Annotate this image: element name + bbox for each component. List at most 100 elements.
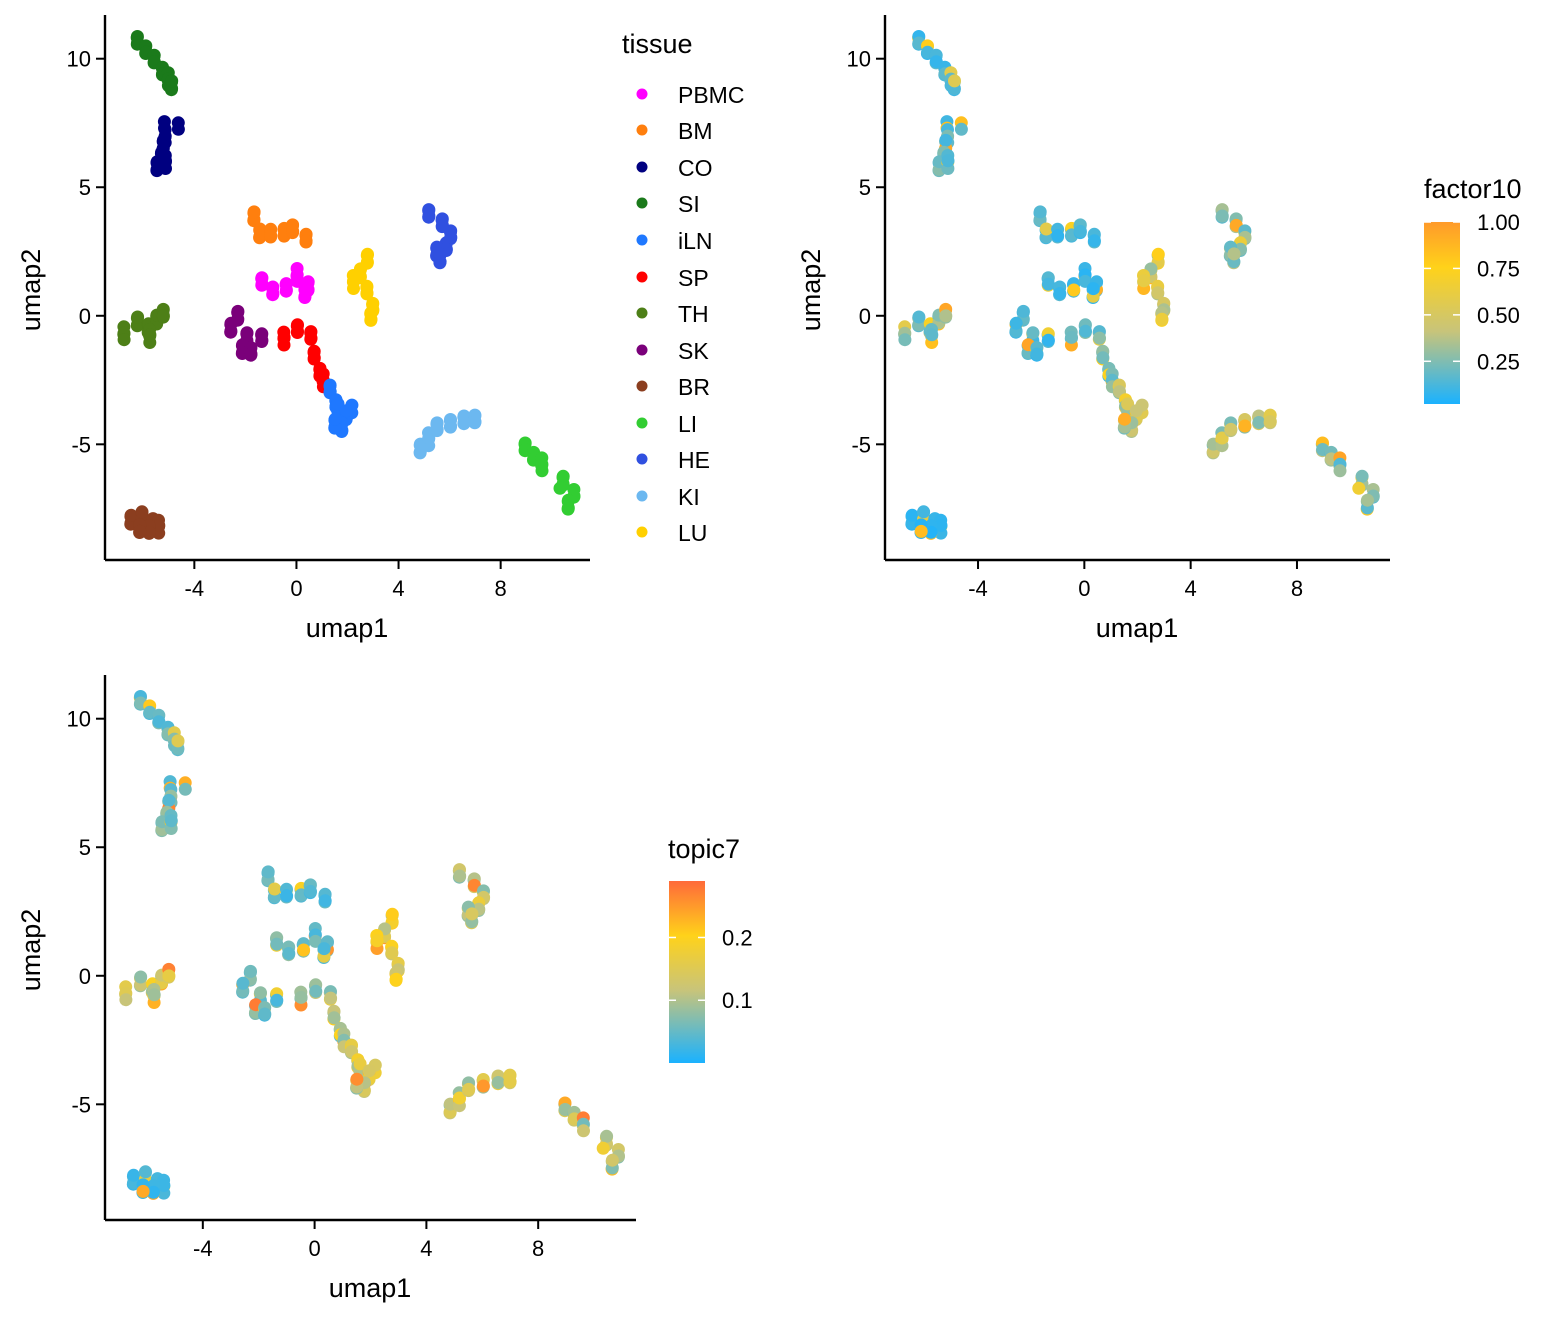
scatter-point (178, 782, 192, 796)
scatter-point (131, 310, 145, 324)
factor10-colorbar: factor10 1.00 0.75 0.50 0.25 (1424, 174, 1522, 404)
y-axis-title: umap2 (16, 909, 46, 992)
colorbar-tick-label: 0.75 (1477, 256, 1520, 281)
y-ticks: -5 0 5 10 (67, 707, 105, 1117)
scatter-point (924, 525, 938, 539)
scatter-point (457, 416, 471, 429)
scatter-point (925, 328, 939, 342)
legend-entry: SI (636, 191, 700, 217)
scatter-point (143, 328, 157, 342)
scatter-point (1009, 316, 1023, 330)
scatter-point (255, 277, 269, 291)
scatter-point (124, 508, 138, 522)
scatter-point (1051, 229, 1065, 243)
scatter-point (327, 1011, 341, 1025)
legend-entry: PBMC (636, 82, 744, 108)
tissue-legend: tissue PBMC BM CO SI iLN SP TH SK BR LI … (622, 29, 744, 546)
scatter-point (1041, 277, 1055, 291)
factor10-points (898, 30, 1380, 540)
scatter-point (304, 331, 318, 345)
scatter-point (596, 1141, 610, 1155)
y-ticks: -5 0 5 10 (847, 47, 885, 457)
scatter-point (389, 972, 403, 986)
legend-entry: KI (636, 484, 700, 510)
colorbar-tick-label: 0.2 (722, 925, 753, 950)
scatter-point (1065, 330, 1078, 344)
legend-label: CO (678, 155, 713, 181)
legend-swatch (636, 307, 648, 319)
y-tick-label: 0 (79, 964, 91, 989)
legend-label: BR (678, 374, 710, 400)
x-tick-label: 8 (532, 1236, 544, 1261)
scatter-point (934, 519, 948, 532)
panel-factor10: -4 0 4 8 -5 0 5 10 umap1 umap2 factor10 1.00 0.… (796, 15, 1522, 643)
y-tick-label: 10 (847, 47, 871, 72)
scatter-point (1087, 234, 1101, 248)
legend-swatch (636, 88, 648, 100)
topic7-points (119, 690, 625, 1200)
y-tick-label: 0 (79, 304, 91, 329)
scatter-point (1053, 287, 1067, 300)
scatter-point (253, 222, 267, 236)
scatter-point (159, 154, 172, 168)
scatter-point (136, 1184, 150, 1198)
scatter-point (1121, 397, 1135, 411)
scatter-point (347, 274, 361, 288)
scatter-point (917, 505, 931, 519)
legend-label: iLN (678, 228, 713, 254)
scatter-point (1039, 222, 1053, 236)
scatter-point (1079, 324, 1092, 338)
legend-entry: HE (636, 447, 710, 473)
scatter-point (553, 481, 567, 495)
x-tick-label: 0 (290, 576, 302, 601)
topic7-colorbar: topic7 0.2 0.1 (668, 834, 753, 1063)
y-tick-label: 10 (67, 47, 91, 72)
scatter-point (360, 286, 374, 300)
legend-label: KI (678, 484, 700, 510)
legend-entry: CO (636, 155, 713, 181)
scatter-point (1355, 469, 1369, 483)
scatter-point (1093, 331, 1106, 345)
scatter-point (1333, 464, 1347, 478)
colorbar-tick-label: 0.1 (722, 988, 753, 1013)
scatter-point (309, 934, 322, 948)
scatter-point (139, 1165, 152, 1179)
x-tick-label: -4 (968, 576, 988, 601)
scatter-point (307, 351, 321, 365)
scatter-point (147, 988, 161, 1002)
scatter-point (556, 469, 570, 483)
scatter-point (162, 969, 176, 983)
x-tick-label: 8 (1291, 576, 1303, 601)
scatter-point (385, 907, 399, 921)
scatter-point (318, 894, 332, 908)
scatter-point (577, 1124, 590, 1138)
x-tick-label: -4 (185, 576, 205, 601)
legend-swatch (636, 271, 648, 283)
legend-swatch (636, 526, 648, 538)
x-tick-label: 0 (1078, 576, 1090, 601)
panel-tissue: -4 0 4 8 -5 0 5 10 umap1 umap2 tissue PBMC BM … (16, 15, 744, 643)
scatter-point (1215, 209, 1229, 223)
legend-label: TH (678, 301, 709, 327)
scatter-point (465, 907, 479, 921)
scatter-point (1215, 431, 1229, 445)
scatter-point (171, 122, 185, 136)
scatter-point (164, 814, 178, 828)
scatter-point (1073, 224, 1087, 238)
scatter-point (561, 493, 575, 507)
y-axis-title: umap2 (796, 249, 826, 332)
scatter-point (535, 464, 549, 478)
scatter-point (328, 412, 342, 426)
scatter-point (898, 333, 912, 347)
colorbar-gradient (1424, 222, 1460, 404)
legend-entry: BM (636, 118, 713, 144)
scatter-point (298, 282, 312, 296)
scatter-point (280, 889, 294, 903)
scatter-point (912, 310, 926, 324)
legend-label: LU (678, 520, 707, 546)
legend-entry: LI (636, 411, 697, 437)
x-ticks: -4 0 4 8 (968, 560, 1303, 601)
legend-label: BM (678, 118, 713, 144)
scatter-point (491, 1076, 505, 1089)
y-tick-label: -5 (71, 1092, 91, 1117)
